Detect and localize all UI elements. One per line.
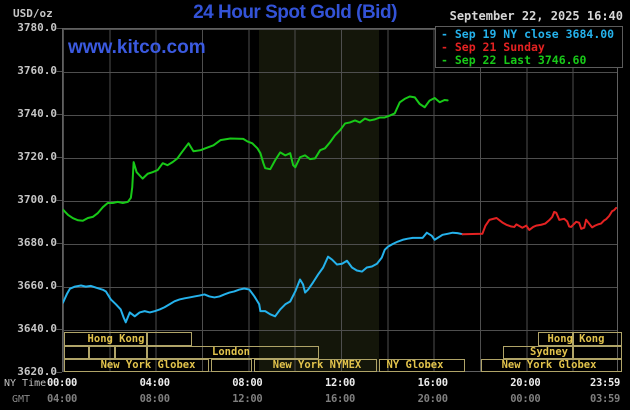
session-label: Sydney: [530, 346, 568, 358]
plot-area: [62, 28, 618, 372]
y-tick-mark: [56, 200, 62, 201]
y-tick-label: 3640.0: [17, 322, 57, 335]
y-axis-unit-label: USD/oz: [13, 7, 53, 20]
session-label: Hong Kong: [547, 333, 605, 345]
y-tick-label: 3620.0: [17, 365, 57, 378]
y-tick-label: 3780.0: [17, 21, 57, 34]
kitco-watermark-link[interactable]: www.kitco.com: [68, 37, 206, 58]
session-label: London: [212, 346, 250, 358]
x-tick-gmt: 12:00: [232, 393, 263, 405]
legend-box: - Sep 19 NY close 3684.00- Sep 21 Sunday…: [435, 26, 623, 68]
session-box: [573, 346, 622, 359]
y-tick-label: 3740.0: [17, 107, 57, 120]
legend-item: - Sep 22 Last 3746.60: [441, 53, 587, 67]
y-tick-mark: [56, 372, 62, 373]
session-box: [64, 346, 89, 359]
legend-item: - Sep 19 NY close 3684.00: [441, 27, 615, 41]
y-tick-mark: [56, 286, 62, 287]
x-tick-ny: 04:00: [139, 377, 170, 389]
session-box: [538, 332, 573, 346]
x-axis-row1-label: NY Time: [4, 378, 47, 389]
y-tick-label: 3720.0: [17, 150, 57, 163]
x-tick-ny: 16:00: [417, 377, 448, 389]
y-tick-label: 3660.0: [17, 279, 57, 292]
session-label: New York NYMEX: [272, 359, 362, 371]
x-tick-ny: 08:00: [232, 377, 263, 389]
session-box: [147, 346, 319, 359]
chart-title: 24 Hour Spot Gold (Bid): [193, 2, 397, 23]
x-axis-row2-label: GMT: [12, 394, 31, 405]
x-tick-ny: 23:59: [589, 377, 621, 389]
x-tick-gmt: 00:00: [510, 393, 541, 405]
series-line: [63, 95, 449, 222]
x-tick-gmt: 03:59: [589, 393, 621, 405]
session-label: NY Globex: [386, 359, 444, 371]
session-box: [573, 332, 622, 346]
series-line: [461, 206, 617, 236]
session-box: [503, 346, 573, 359]
x-tick-gmt: 16:00: [324, 393, 356, 405]
y-tick-mark: [56, 329, 62, 330]
session-label: New York Globex: [100, 359, 196, 371]
y-tick-mark: [56, 243, 62, 244]
chart-datetime: September 22, 2025 16:40: [449, 9, 623, 23]
x-tick-ny: 00:00: [46, 377, 78, 389]
x-tick-gmt: 08:00: [139, 393, 170, 405]
y-tick-mark: [56, 71, 62, 72]
session-label: New York Globex: [501, 359, 597, 371]
y-tick-mark: [56, 28, 62, 29]
session-box: [89, 346, 115, 359]
series-line: [63, 231, 464, 324]
grid-lines: [63, 29, 617, 371]
x-tick-gmt: 04:00: [46, 393, 78, 405]
y-tick-label: 3700.0: [17, 193, 57, 206]
session-box: [147, 332, 192, 346]
session-box: [115, 346, 147, 359]
legend-item: - Sep 21 Sunday: [441, 40, 545, 54]
x-tick-gmt: 20:00: [417, 393, 448, 405]
session-box: [481, 359, 622, 372]
session-box: [64, 359, 209, 372]
session-box: [379, 359, 465, 372]
session-box: [254, 359, 377, 372]
x-tick-ny: 20:00: [510, 377, 541, 389]
y-tick-label: 3760.0: [17, 64, 57, 77]
y-tick-label: 3680.0: [17, 236, 57, 249]
x-tick-ny: 12:00: [324, 377, 356, 389]
price-lines: [63, 95, 617, 324]
session-box: [64, 332, 147, 346]
y-tick-mark: [56, 114, 62, 115]
y-tick-mark: [56, 157, 62, 158]
session-label: Hong Kong: [87, 333, 145, 345]
session-box: [211, 359, 252, 372]
